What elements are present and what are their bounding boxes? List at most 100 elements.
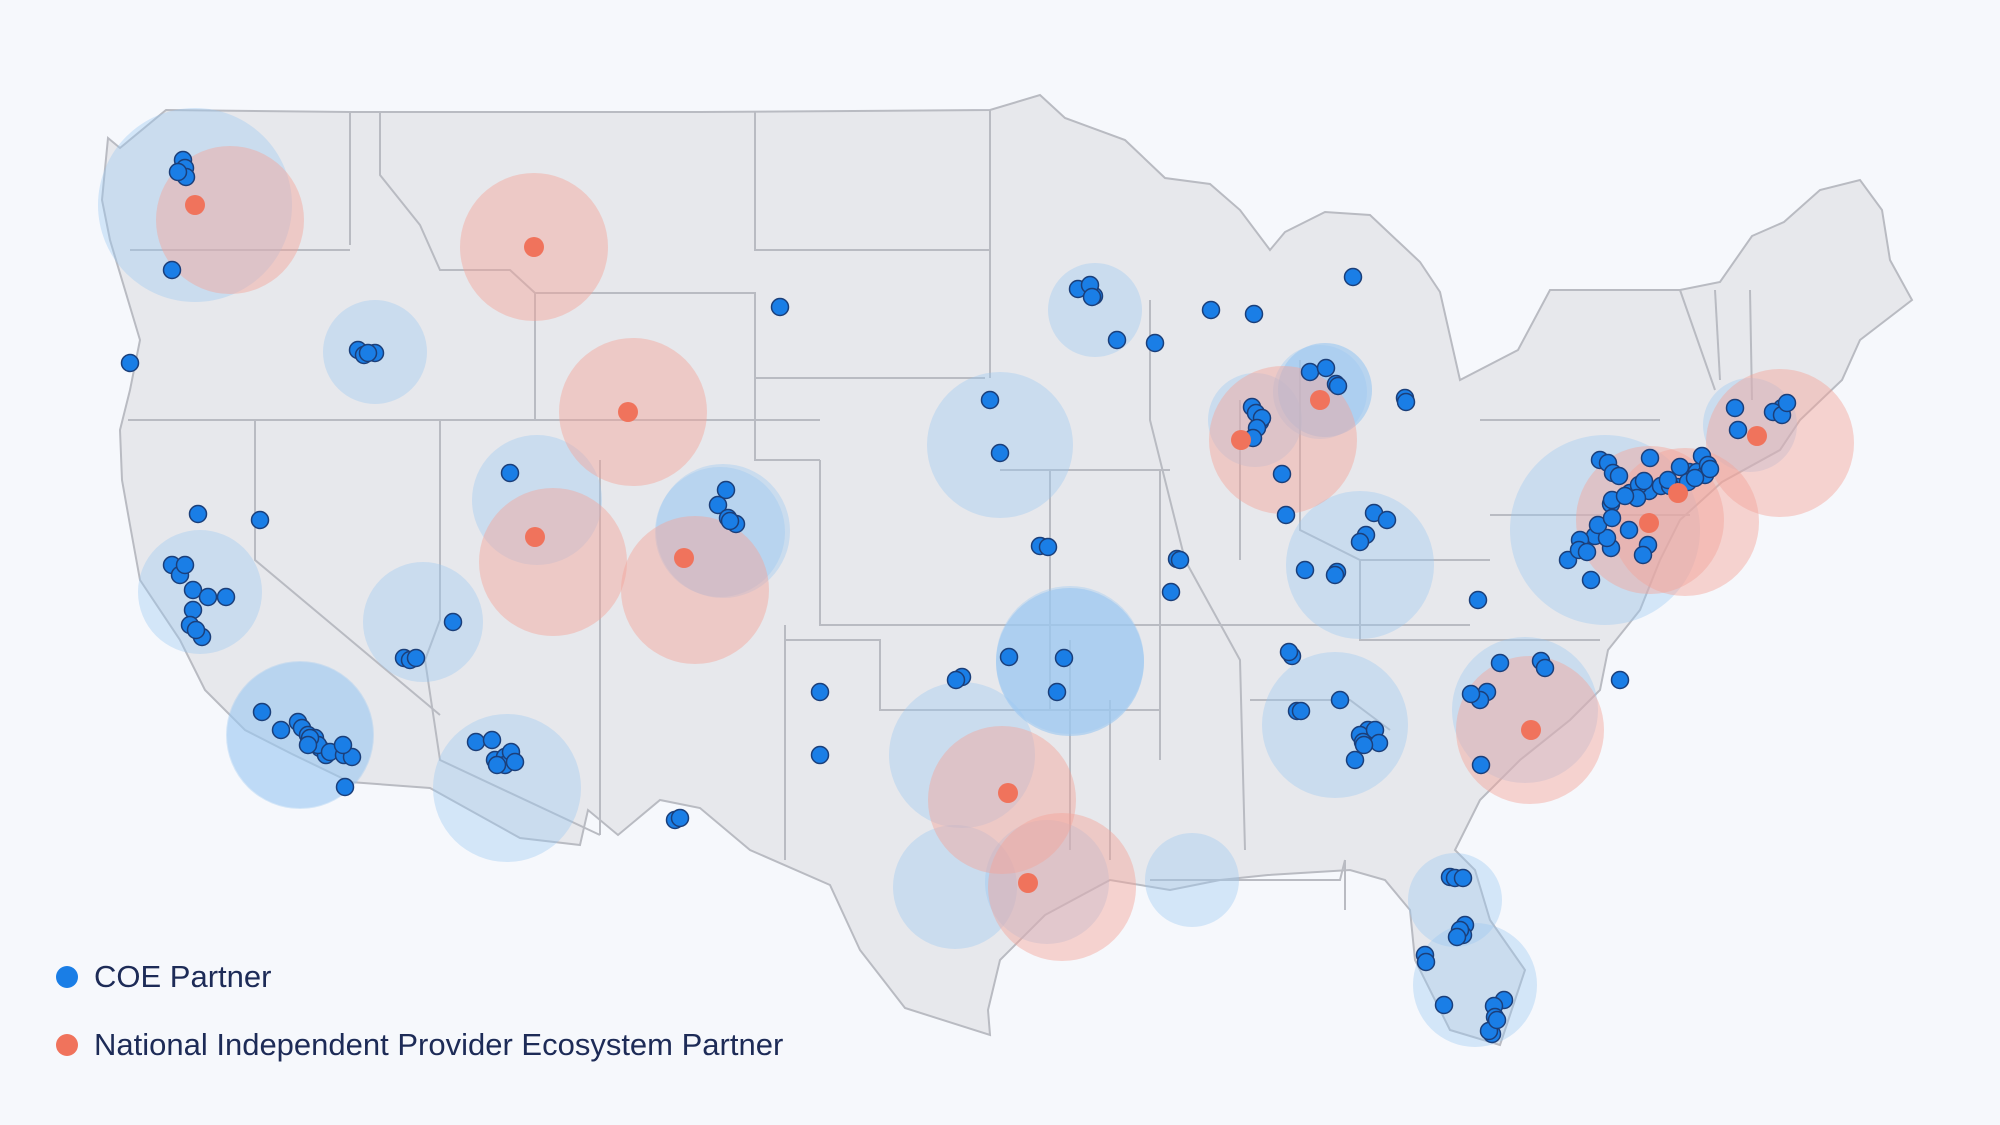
coe-partner-marker	[716, 480, 736, 500]
coe-partner-marker	[1350, 532, 1370, 552]
coe-partner-marker	[1276, 505, 1296, 525]
coe-partner-marker	[1700, 459, 1720, 479]
coe-partner-marker	[1107, 330, 1127, 350]
coe-partner-marker	[1670, 457, 1690, 477]
coe-partner-marker	[1328, 376, 1348, 396]
coe-coverage-halo	[1703, 378, 1797, 472]
nipe-partner-marker	[618, 402, 638, 422]
coe-partner-marker	[252, 702, 272, 722]
coe-partner-marker	[1615, 486, 1635, 506]
legend-item-nipe: National Independent Provider Ecosystem …	[56, 1027, 784, 1062]
coe-coverage-halo	[1278, 343, 1372, 437]
coe-partner-marker	[720, 511, 740, 531]
nipe-partner-marker	[525, 527, 545, 547]
legend-label-coe: COE Partner	[94, 959, 272, 994]
coe-partner-marker	[1416, 952, 1436, 972]
coe-partner-marker	[271, 720, 291, 740]
coe-partner-marker	[482, 730, 502, 750]
coe-partner-marker	[333, 735, 353, 755]
coe-partner-marker	[1377, 510, 1397, 530]
coe-coverage-halo	[985, 820, 1109, 944]
coe-partner-marker	[1300, 362, 1320, 382]
coe-partner-marker	[505, 752, 525, 772]
coe-partner-marker	[1345, 750, 1365, 770]
nipe-partner-marker	[185, 195, 205, 215]
coe-partner-marker	[487, 755, 507, 775]
coe-partner-marker	[466, 732, 486, 752]
nipe-partner-marker	[998, 783, 1018, 803]
coe-partner-marker	[1295, 560, 1315, 580]
coe-markers	[120, 150, 1797, 1044]
coe-partner-marker	[1602, 508, 1622, 528]
coe-coverage-halo	[1278, 343, 1372, 437]
coe-partner-marker	[1658, 470, 1678, 490]
coe-coverage-halo	[433, 714, 581, 862]
nipe-partner-marker	[1639, 513, 1659, 533]
coe-partner-marker	[708, 495, 728, 515]
coe-partner-marker	[358, 343, 378, 363]
coe-coverage-halo	[1452, 637, 1598, 783]
coe-partner-marker	[1487, 1010, 1507, 1030]
nipe-dot-icon	[56, 1034, 78, 1056]
coe-coverage-halo	[1048, 263, 1142, 357]
coe-partner-marker	[1244, 304, 1264, 324]
coe-partner-marker	[1291, 701, 1311, 721]
coe-partner-marker	[1369, 733, 1389, 753]
coe-partner-marker	[175, 555, 195, 575]
coe-partner-marker	[443, 612, 463, 632]
coe-coverage-halo	[1408, 853, 1502, 947]
nipe-partner-marker	[1018, 873, 1038, 893]
coe-partner-marker	[999, 647, 1019, 667]
nipe-partner-marker	[1747, 426, 1767, 446]
nipe-partner-marker	[674, 548, 694, 568]
coe-partner-marker	[1396, 392, 1416, 412]
coe-partner-marker	[298, 735, 318, 755]
nipe-partner-marker	[524, 237, 544, 257]
coe-partner-marker	[1272, 464, 1292, 484]
coe-partner-marker	[406, 648, 426, 668]
coe-partner-marker	[1461, 684, 1481, 704]
coe-partner-marker	[1038, 537, 1058, 557]
coe-coverage-halo	[893, 825, 1017, 949]
coe-partner-marker	[120, 353, 140, 373]
coe-partner-marker	[1170, 550, 1190, 570]
coe-partner-marker	[188, 504, 208, 524]
coe-partner-marker	[1453, 868, 1473, 888]
coe-partner-marker	[1316, 358, 1336, 378]
map-legend: COE Partner National Independent Provide…	[56, 959, 784, 1096]
coe-partner-marker	[1471, 755, 1491, 775]
nipe-coverage-halo	[988, 813, 1136, 961]
nipe-partner-marker	[1668, 483, 1688, 503]
nipe-coverage-halo	[621, 516, 769, 664]
coe-partner-marker	[1535, 658, 1555, 678]
coe-partner-marker	[1725, 398, 1745, 418]
nipe-partner-marker	[1231, 430, 1251, 450]
coe-coverage-halo	[1413, 923, 1537, 1047]
coe-partner-marker	[1728, 420, 1748, 440]
coe-partner-marker	[1047, 682, 1067, 702]
coe-partner-marker	[168, 162, 188, 182]
coe-partner-marker	[770, 297, 790, 317]
us-landmass	[100, 93, 1914, 1047]
coe-partner-marker	[183, 580, 203, 600]
coe-partner-marker	[1279, 642, 1299, 662]
coe-partner-marker	[1610, 670, 1630, 690]
coe-partner-marker	[1581, 570, 1601, 590]
coe-partner-marker	[1577, 542, 1597, 562]
coe-dot-icon	[56, 966, 78, 988]
coe-partner-marker	[1145, 333, 1165, 353]
coe-partner-marker	[1633, 545, 1653, 565]
coe-partner-marker	[1201, 300, 1221, 320]
nipe-coverage-halo	[1706, 369, 1854, 517]
coe-partner-marker	[1609, 466, 1629, 486]
nipe-partner-marker	[1310, 390, 1330, 410]
coe-partner-marker	[198, 587, 218, 607]
coe-partner-marker	[1490, 653, 1510, 673]
coe-partner-marker	[186, 620, 206, 640]
coe-partner-marker	[670, 808, 690, 828]
coe-partner-marker	[1777, 393, 1797, 413]
nipe-coverage-halo	[479, 488, 627, 636]
coe-partner-marker	[162, 260, 182, 280]
legend-label-nipe: National Independent Provider Ecosystem …	[94, 1027, 784, 1062]
